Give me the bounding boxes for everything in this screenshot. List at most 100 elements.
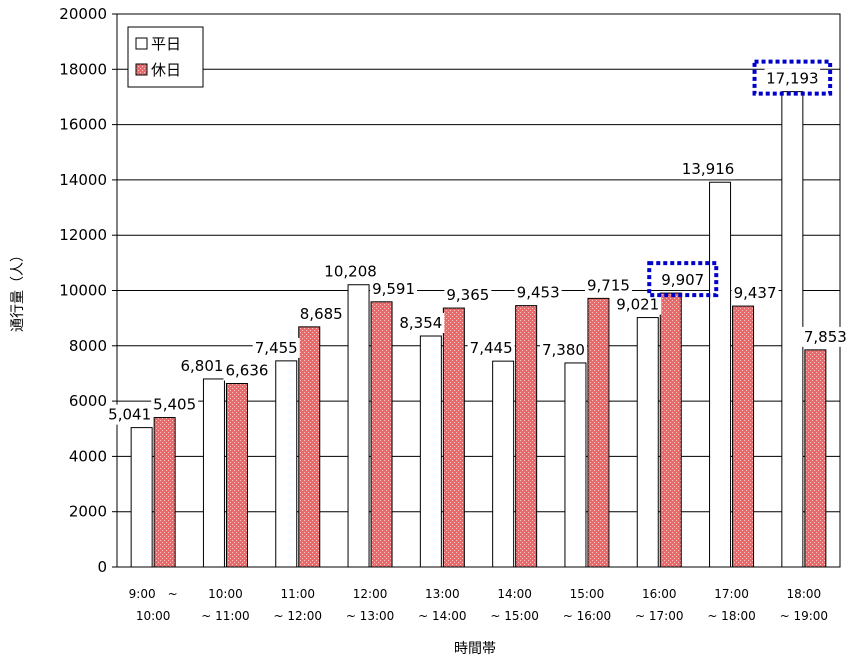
bar-weekday xyxy=(419,335,442,568)
x-tick-label: 10:00 xyxy=(136,609,171,623)
legend-label-weekday: 平日 xyxy=(151,35,181,53)
y-tick-label: 10000 xyxy=(59,282,107,300)
highlight-boxes xyxy=(647,59,833,298)
bar-weekday xyxy=(781,91,804,568)
highlight-box xyxy=(752,59,833,96)
data-label-bg xyxy=(178,355,226,376)
y-tick-label: 12000 xyxy=(59,226,107,244)
data-label-weekday: 17,193 xyxy=(766,70,819,88)
x-tick-label: ~ 14:00 xyxy=(418,609,466,623)
x-tick-label: 18:00 xyxy=(787,587,822,601)
data-label-holiday: 8,685 xyxy=(300,305,343,323)
data-label-bg xyxy=(397,313,445,334)
data-label-weekday: 7,380 xyxy=(542,341,585,359)
x-tick-label: 13:00 xyxy=(425,587,460,601)
x-tick-label: 11:00 xyxy=(280,587,315,601)
data-label-weekday: 10,208 xyxy=(324,263,377,281)
x-tick-label: 17:00 xyxy=(714,587,749,601)
bar-holiday xyxy=(587,297,610,568)
legend: 平日 休日 xyxy=(127,26,204,88)
x-tick-label: ~ 18:00 xyxy=(707,609,755,623)
x-axis-title: 時間帯 xyxy=(454,641,496,657)
data-label-bg xyxy=(223,360,271,381)
y-tick-label: 14000 xyxy=(59,171,107,189)
bar-holiday xyxy=(442,307,465,568)
data-label-holiday: 9,453 xyxy=(517,284,560,302)
legend-label-holiday: 休日 xyxy=(151,61,181,79)
bar-weekday xyxy=(202,378,225,568)
x-tick-label: ~ 19:00 xyxy=(780,609,828,623)
bars xyxy=(130,91,827,568)
x-tick-label: ~ 17:00 xyxy=(635,609,683,623)
bar-holiday xyxy=(515,305,538,568)
data-label-holiday: 5,405 xyxy=(153,396,196,414)
bar-holiday xyxy=(298,326,321,568)
y-tick-label: 18000 xyxy=(59,60,107,78)
data-label-holiday: 9,715 xyxy=(587,276,630,294)
bar-weekday xyxy=(709,181,732,568)
x-tick-label: 14:00 xyxy=(497,587,532,601)
bar-weekday xyxy=(492,360,515,568)
bar-weekday xyxy=(347,284,370,568)
y-tick-label: 2000 xyxy=(69,503,107,521)
y-tick-labels: 0 2000 4000 6000 8000 10000 12000 14000 16000 180… xyxy=(59,5,107,576)
data-label-bg xyxy=(514,282,562,303)
legend-swatch-holiday xyxy=(135,63,148,76)
bar-holiday xyxy=(225,383,248,568)
bar-weekday xyxy=(564,362,587,568)
data-label-holiday: 6,636 xyxy=(225,362,268,380)
data-label-holiday: 9,437 xyxy=(734,284,777,302)
x-tick-label: ~ 11:00 xyxy=(201,609,249,623)
data-label-bg xyxy=(731,283,779,304)
data-label-holiday: 7,853 xyxy=(804,328,847,346)
data-label-weekday: 7,455 xyxy=(255,339,298,357)
bar-holiday xyxy=(732,305,755,568)
data-label-holiday: 9,907 xyxy=(661,271,704,289)
data-label-bg xyxy=(370,278,418,299)
data-label-bg xyxy=(614,294,662,315)
data-label-bg xyxy=(680,159,736,180)
x-tick-label: 12:00 xyxy=(353,587,388,601)
data-label-bg xyxy=(151,394,199,415)
data-label-weekday: 8,354 xyxy=(399,314,442,332)
x-tick-label: ~ 15:00 xyxy=(490,609,538,623)
plot-frame xyxy=(116,13,841,568)
bar-weekday xyxy=(636,317,659,568)
data-label-weekday: 6,801 xyxy=(180,357,223,375)
x-tick-label: 9:00 ~ xyxy=(129,587,178,601)
bar-holiday xyxy=(804,349,827,568)
data-label-bg xyxy=(444,285,492,306)
data-label-bg xyxy=(764,68,821,89)
data-label-bg xyxy=(584,275,632,296)
data-label-holiday: 9,591 xyxy=(372,280,415,298)
x-tick-label: 16:00 xyxy=(642,587,677,601)
bar-holiday xyxy=(370,301,393,568)
x-tick-label: ~ 13:00 xyxy=(346,609,394,623)
bar-holiday xyxy=(659,292,682,568)
y-tick-label: 8000 xyxy=(69,337,107,355)
data-label-bg xyxy=(467,338,515,359)
x-tick-label: ~ 16:00 xyxy=(563,609,611,623)
highlight-box xyxy=(647,261,719,298)
axes xyxy=(116,13,841,568)
bar-holiday xyxy=(153,417,176,568)
data-label-weekday: 7,445 xyxy=(470,339,513,357)
data-label-bg xyxy=(297,303,345,324)
y-tick-label: 0 xyxy=(97,558,107,576)
data-label-bg xyxy=(106,404,154,425)
y-tick-label: 4000 xyxy=(69,447,107,465)
data-label-bg xyxy=(801,326,849,347)
x-tick-label: 10:00 xyxy=(208,587,243,601)
legend-swatch-weekday xyxy=(135,37,148,50)
data-label-weekday: 9,021 xyxy=(616,296,659,314)
data-label-bg xyxy=(252,337,300,358)
data-label-bg xyxy=(322,261,379,282)
y-tick-label: 16000 xyxy=(59,116,107,134)
x-tick-label: 15:00 xyxy=(570,587,605,601)
data-label-holiday: 9,365 xyxy=(446,286,489,304)
data-label-weekday: 5,041 xyxy=(108,406,151,424)
y-tick-label: 6000 xyxy=(69,392,107,410)
